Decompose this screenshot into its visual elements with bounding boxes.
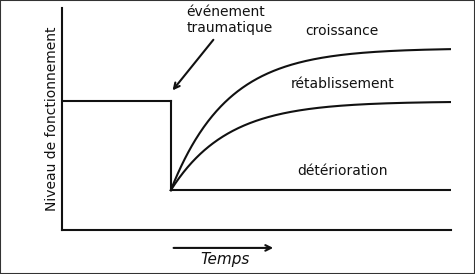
Text: événement
traumatique: événement traumatique [174, 5, 273, 89]
Text: détérioration: détérioration [297, 164, 388, 178]
Text: croissance: croissance [305, 24, 379, 38]
Y-axis label: Niveau de fonctionnement: Niveau de fonctionnement [45, 27, 59, 212]
Text: Temps: Temps [200, 252, 250, 267]
Text: rétablissement: rétablissement [290, 78, 394, 92]
